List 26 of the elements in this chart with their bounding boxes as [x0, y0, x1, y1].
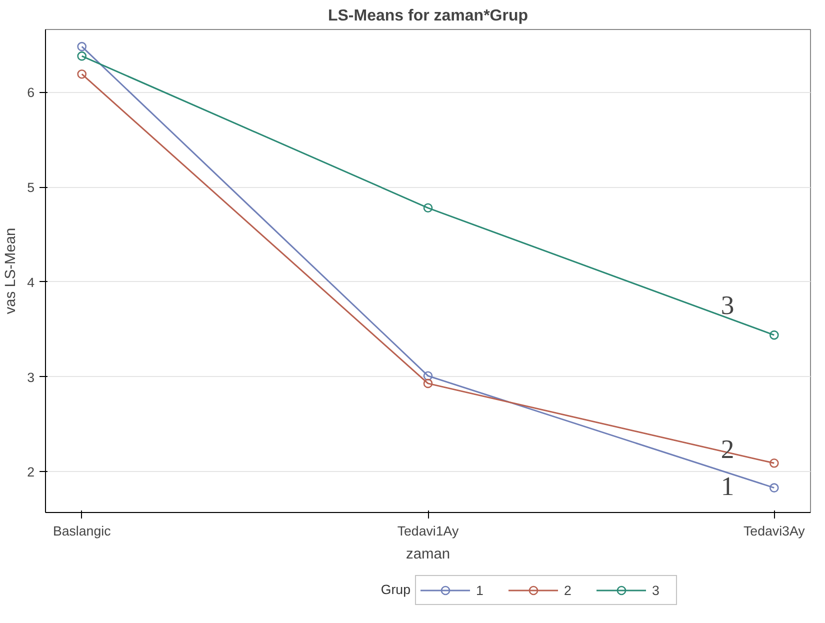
- legend-label: 3: [652, 582, 660, 598]
- point: [77, 42, 86, 52]
- y-tick-label: 6: [27, 85, 35, 100]
- point: [770, 483, 779, 492]
- x-tick-label: Tedavi1Ay: [397, 524, 459, 538]
- legend-label: 2: [564, 582, 572, 598]
- x-tick-label: Baslangic: [52, 524, 112, 538]
- chart-title: LS-Means for zaman*Grup: [328, 8, 528, 24]
- point: [770, 330, 779, 340]
- legend-label: 1: [476, 582, 484, 598]
- y-axis-title: vas LS-Mean: [3, 228, 20, 314]
- point: [77, 51, 86, 61]
- legend-title: Grup: [380, 582, 411, 597]
- point: [423, 203, 433, 213]
- point: [423, 378, 433, 388]
- annotation: 3: [720, 290, 734, 320]
- point: [770, 458, 779, 468]
- x-tick-label: Tedavi3Ay: [744, 524, 806, 538]
- annotation: 1: [720, 470, 734, 501]
- point: [77, 69, 86, 79]
- point: [423, 371, 433, 380]
- y-tick-label: 3: [27, 370, 35, 385]
- y-tick-label: 2: [27, 464, 35, 480]
- y-tick-label: 4: [27, 274, 36, 290]
- x-axis-title: zaman: [406, 546, 450, 562]
- y-tick-label: 5: [27, 180, 35, 196]
